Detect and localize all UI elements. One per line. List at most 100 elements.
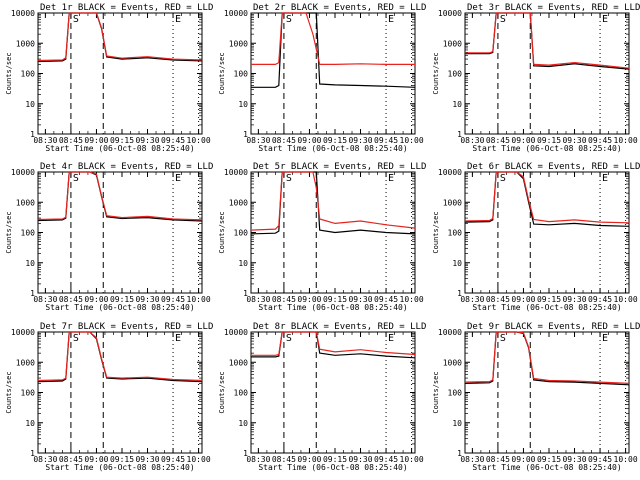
y-tick-label: 1	[243, 449, 248, 458]
y-tick-label: 1	[457, 130, 462, 139]
x-tick-label: 08:30	[33, 455, 57, 464]
x-tick-label: 09:45	[161, 295, 185, 304]
x-tick-label: 08:30	[246, 295, 270, 304]
x-tick-label: 09:30	[135, 455, 159, 464]
chart-title: Det 8r BLACK = Events, RED = LLD	[253, 322, 426, 332]
x-tick-label: 09:15	[323, 455, 347, 464]
x-tick-label: 10:00	[187, 136, 211, 145]
y-tick-label: 1	[243, 289, 248, 298]
chart-det-5: Det 5r BLACK = Events, RED = LLD 1 10 100 10…	[218, 162, 426, 312]
marker-label: S	[500, 14, 506, 25]
chart-det-6: Det 6r BLACK = Events, RED = LLD 1 10 100 10…	[432, 162, 640, 312]
y-tick-label: 100	[21, 70, 36, 79]
x-tick-label: 09:00	[84, 295, 108, 304]
y-tick-label: 10000	[224, 168, 248, 177]
x-tick-label: 09:00	[84, 455, 108, 464]
y-tick-label: 10	[238, 419, 248, 428]
chart-title: Det 1r BLACK = Events, RED = LLD	[40, 3, 213, 13]
plot-frame	[464, 331, 630, 454]
x-tick-label: 10:00	[614, 455, 638, 464]
y-tick-label: 100	[21, 229, 36, 238]
series-line-lld	[251, 331, 416, 356]
y-tick-label: 1000	[443, 198, 462, 207]
y-tick-label: 1000	[229, 39, 248, 48]
y-tick-label: 1000	[229, 358, 248, 367]
x-tick-label: 09:30	[348, 136, 372, 145]
y-tick-label: 100	[234, 229, 249, 238]
plot-frame	[37, 171, 203, 294]
x-tick-label: 09:30	[348, 295, 372, 304]
plot-frame	[464, 12, 630, 135]
x-tick-label: 08:30	[460, 136, 484, 145]
series-line-lld	[250, 171, 416, 231]
y-tick-label: 1000	[443, 39, 462, 48]
y-tick-label: 10000	[438, 168, 462, 177]
x-axis-label: Start Time (06-Oct-08 08:25:40)	[258, 144, 407, 153]
y-tick-label: 1	[243, 130, 248, 139]
y-axis-label: Counts/sec	[432, 52, 440, 94]
x-tick-label: 08:30	[460, 295, 484, 304]
chart-title: Det 5r BLACK = Events, RED = LLD	[253, 162, 426, 172]
marker-label: E	[388, 173, 394, 184]
y-tick-label: 1	[30, 449, 35, 458]
y-axis-label: Counts/sec	[218, 211, 226, 253]
y-tick-label: 10000	[224, 328, 248, 337]
marker-label: S	[500, 333, 506, 344]
marker-label: E	[175, 173, 181, 184]
series-line-lld	[37, 331, 203, 382]
y-tick-label: 10000	[11, 9, 35, 18]
x-tick-label: 10:00	[187, 295, 211, 304]
x-tick-label: 09:00	[297, 455, 321, 464]
y-tick-label: 100	[234, 70, 249, 79]
x-tick-label: 08:30	[460, 455, 484, 464]
x-tick-label: 10:00	[400, 295, 424, 304]
marker-label: E	[602, 333, 608, 344]
x-tick-label: 08:30	[246, 455, 270, 464]
x-tick-label: 09:15	[537, 295, 561, 304]
x-tick-label: 09:30	[135, 295, 159, 304]
x-axis-label: Start Time (06-Oct-08 08:25:40)	[45, 303, 194, 312]
chart-title: Det 9r BLACK = Events, RED = LLD	[467, 322, 640, 332]
x-tick-label: 10:00	[400, 136, 424, 145]
x-tick-label: 09:30	[562, 455, 586, 464]
chart-det-9: Det 9r BLACK = Events, RED = LLD 1 10 100 10…	[432, 322, 640, 472]
y-tick-label: 10	[452, 259, 462, 268]
series-line-lld	[465, 12, 630, 69]
x-tick-label: 09:15	[110, 295, 134, 304]
y-axis-label: Counts/sec	[5, 371, 13, 413]
x-tick-label: 08:45	[59, 455, 83, 464]
y-tick-label: 1	[30, 130, 35, 139]
x-tick-label: 10:00	[187, 455, 211, 464]
marker-label: E	[388, 14, 394, 25]
x-axis-label: Start Time (06-Oct-08 08:25:40)	[45, 144, 194, 153]
x-tick-label: 08:45	[59, 295, 83, 304]
y-tick-label: 1000	[16, 39, 35, 48]
marker-label: E	[602, 14, 608, 25]
y-axis-label: Counts/sec	[5, 211, 13, 253]
x-tick-label: 08:30	[246, 136, 270, 145]
y-tick-label: 10	[238, 100, 248, 109]
plot-frame	[37, 331, 203, 454]
marker-label: S	[286, 173, 292, 184]
chart-det-1: Det 1r BLACK = Events, RED = LLD 1 10 100 10…	[5, 3, 213, 153]
x-tick-label: 10:00	[614, 136, 638, 145]
marker-label: E	[175, 14, 181, 25]
y-tick-label: 1	[457, 289, 462, 298]
chart-title: Det 7r BLACK = Events, RED = LLD	[40, 322, 213, 332]
chart-title: Det 3r BLACK = Events, RED = LLD	[467, 3, 640, 13]
y-tick-label: 100	[448, 389, 463, 398]
marker-label: S	[73, 14, 79, 25]
plot-frame	[464, 171, 630, 294]
y-tick-label: 100	[448, 229, 463, 238]
x-tick-label: 09:30	[562, 136, 586, 145]
chart-det-2: Det 2r BLACK = Events, RED = LLD 1 10 100 10…	[218, 3, 426, 153]
x-tick-label: 09:45	[161, 136, 185, 145]
x-tick-label: 09:45	[374, 455, 398, 464]
chart-det-4: Det 4r BLACK = Events, RED = LLD 1 10 100 10…	[5, 162, 213, 312]
x-tick-label: 09:15	[110, 136, 134, 145]
plot-frame	[37, 12, 203, 135]
x-tick-label: 09:45	[588, 136, 612, 145]
x-tick-label: 09:15	[537, 455, 561, 464]
x-tick-label: 08:45	[272, 455, 296, 464]
